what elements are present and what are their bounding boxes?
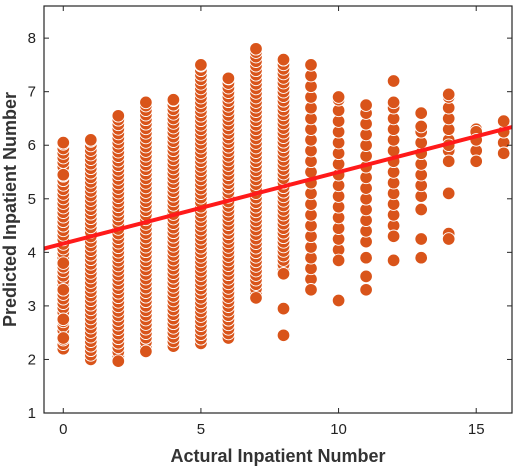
y-axis-title: Predicted Inpatient Number (0, 92, 20, 327)
data-point (166, 92, 181, 107)
data-point (56, 135, 71, 150)
data-point (276, 328, 291, 343)
data-point (359, 269, 373, 284)
y-tick-label: 1 (28, 405, 36, 422)
data-point (359, 250, 373, 265)
data-point (441, 232, 456, 246)
x-tick-label: 15 (468, 421, 485, 438)
data-point (304, 283, 318, 297)
data-point (331, 90, 346, 104)
data-point (221, 71, 236, 86)
y-tick-label: 6 (28, 137, 36, 154)
data-point (194, 58, 208, 72)
data-point (386, 95, 401, 110)
data-point (139, 95, 153, 110)
data-point (496, 114, 511, 128)
data-point (56, 256, 71, 270)
data-point (496, 146, 511, 161)
data-point (276, 301, 291, 316)
ticks-layer: 0 5 10 15 1 2 3 4 5 6 7 8 (28, 6, 512, 438)
y-tick-label: 4 (28, 244, 36, 261)
data-point (386, 74, 401, 88)
data-point (386, 253, 401, 268)
x-tick-label: 5 (197, 421, 205, 438)
data-point (414, 106, 428, 120)
data-point (331, 293, 346, 308)
data-point (84, 133, 98, 147)
y-tick-label: 7 (28, 84, 36, 101)
y-tick-label: 3 (28, 298, 36, 315)
data-point (331, 253, 346, 268)
data-point (111, 354, 126, 368)
data-point (139, 344, 153, 359)
data-point (276, 52, 291, 67)
data-point (276, 267, 291, 281)
data-point (414, 202, 428, 217)
data-point (414, 119, 428, 134)
data-point (56, 283, 71, 297)
x-tick-label: 10 (330, 421, 347, 438)
data-point (441, 87, 456, 102)
regression-line (43, 125, 513, 251)
points-layer (56, 42, 511, 368)
data-point (56, 312, 71, 327)
data-point (359, 283, 373, 297)
data-point (441, 186, 456, 201)
data-point (249, 42, 263, 56)
plot-frame (43, 5, 513, 414)
data-point (249, 291, 263, 305)
data-point (469, 154, 483, 169)
data-point (56, 331, 71, 345)
data-point (56, 167, 71, 182)
data-point (441, 154, 456, 169)
x-axis-title: Actural Inpatient Number (170, 446, 385, 466)
y-tick-label: 2 (28, 351, 36, 368)
data-point (304, 58, 318, 72)
data-point (111, 109, 126, 123)
data-point (414, 250, 428, 265)
data-point (414, 232, 428, 246)
x-tick-label: 0 (59, 421, 67, 438)
data-point (386, 229, 401, 244)
y-tick-label: 8 (28, 30, 36, 47)
data-point (359, 98, 373, 112)
y-tick-label: 5 (28, 191, 36, 208)
